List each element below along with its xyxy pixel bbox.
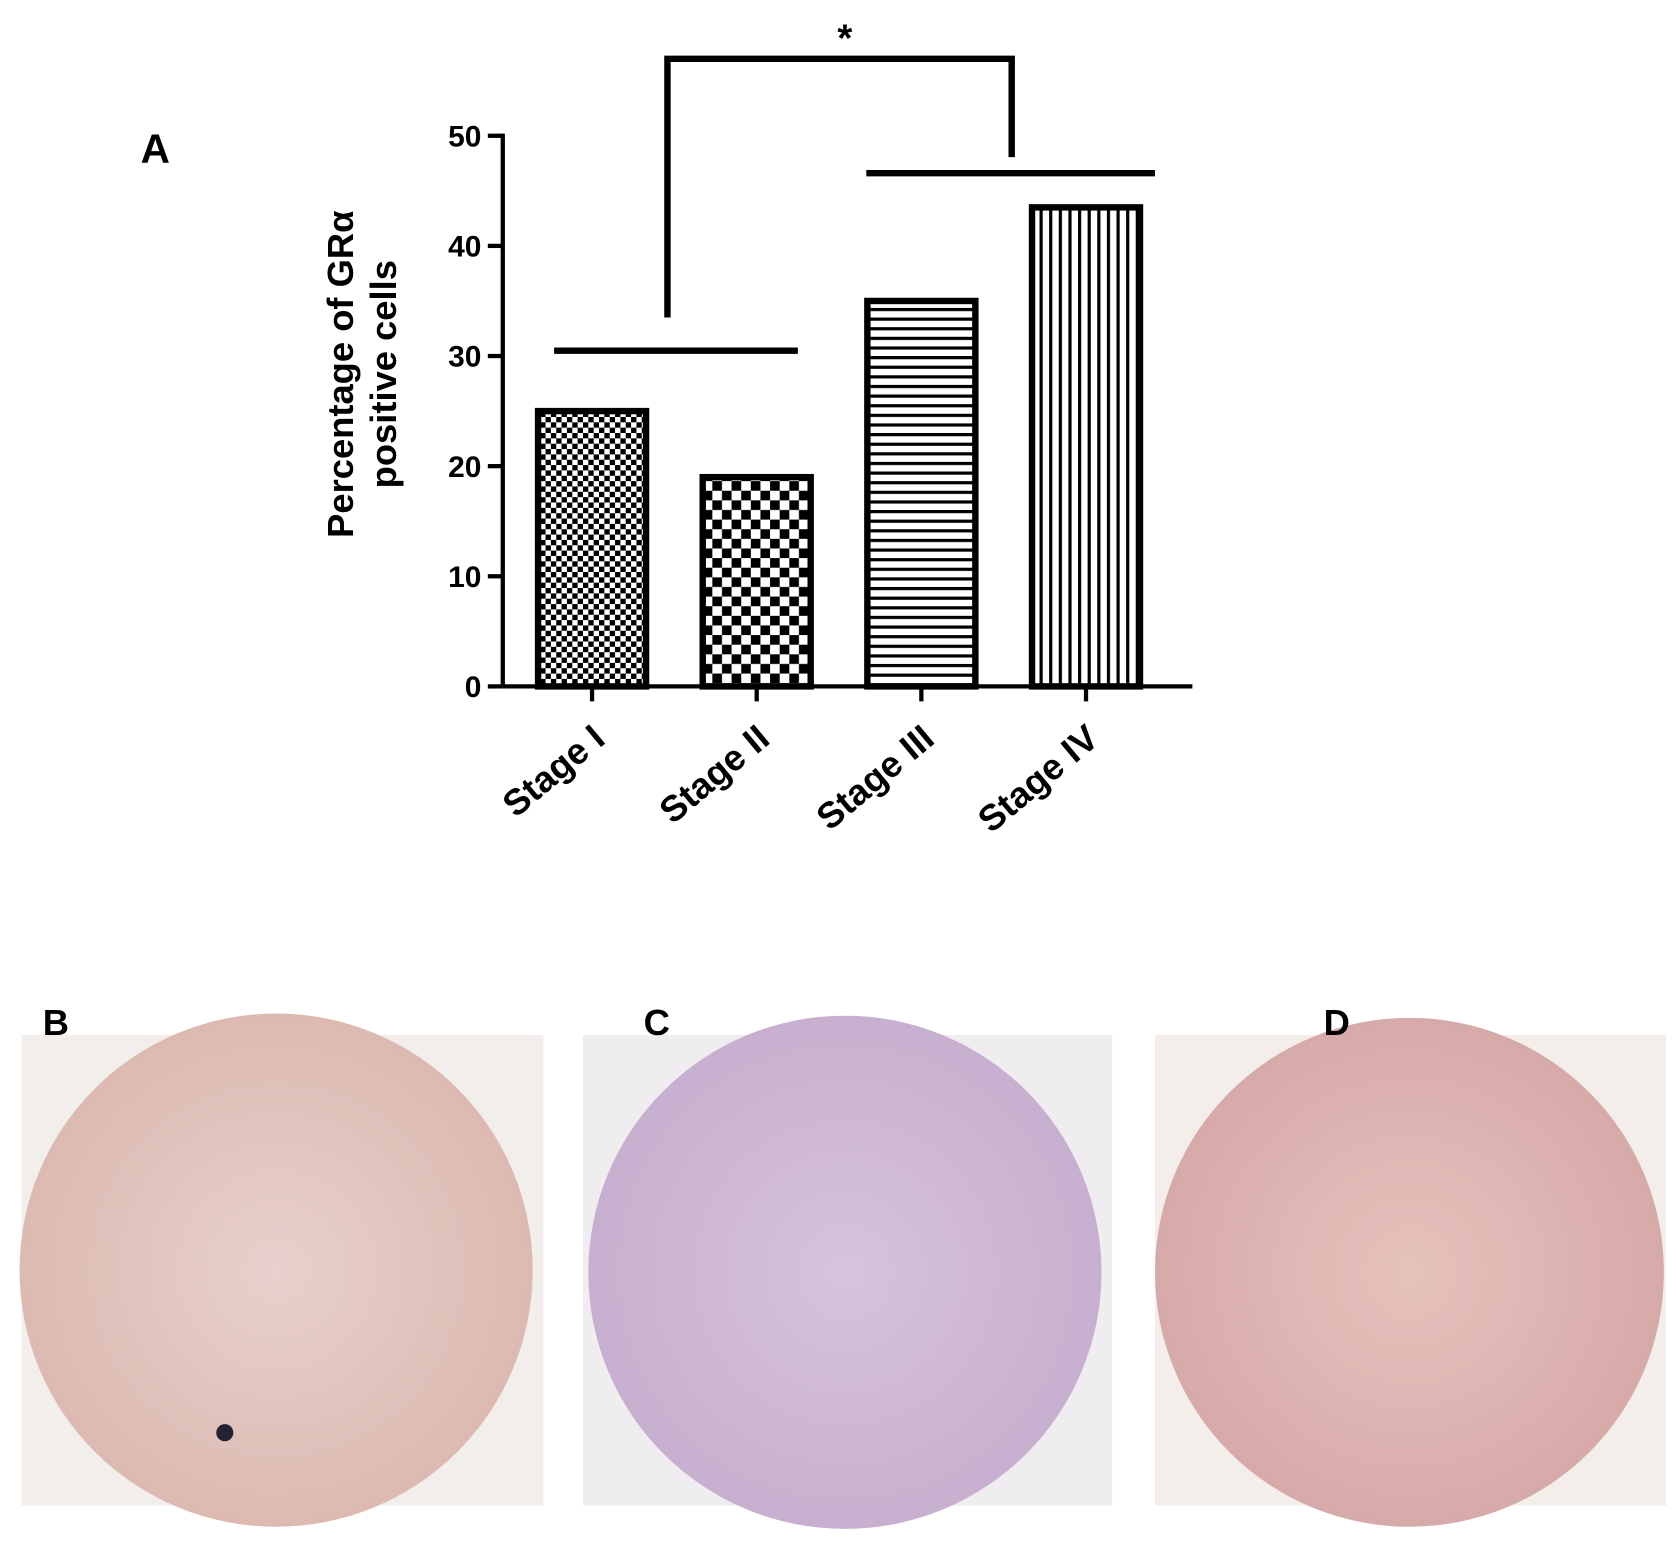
x-tick-label: Stage III xyxy=(808,717,941,838)
bar xyxy=(864,297,979,690)
y-tick-label: 40 xyxy=(448,231,481,264)
tissue-spot xyxy=(216,1424,234,1442)
significance-bracket xyxy=(554,55,1155,354)
bar xyxy=(1028,204,1144,690)
panel-d xyxy=(1154,1017,1667,1527)
panel-c xyxy=(582,1015,1113,1529)
bar xyxy=(699,473,814,690)
x-tick-label: Stage I xyxy=(495,717,613,825)
bar xyxy=(534,407,650,690)
x-tick-label: Stage IV xyxy=(970,717,1106,841)
panel-label: D xyxy=(1324,1002,1350,1043)
panel-label: A xyxy=(141,126,170,172)
y-axis-label: positive cells xyxy=(363,260,404,488)
tissue-core xyxy=(1154,1017,1664,1527)
panel-b xyxy=(19,1013,544,1527)
y-axis-label: Percentage of GRα xyxy=(320,211,361,538)
y-tick-label: 30 xyxy=(448,341,481,374)
tissue-core xyxy=(19,1013,533,1527)
panel-label: C xyxy=(644,1002,670,1043)
significance-star: * xyxy=(837,17,852,60)
x-tick-label: Stage II xyxy=(651,717,776,831)
bracket xyxy=(664,55,1015,318)
y-tick-label: 10 xyxy=(448,561,481,594)
panel-label: B xyxy=(43,1002,69,1043)
y-tick-label: 50 xyxy=(448,120,481,153)
y-tick-label: 0 xyxy=(465,671,482,704)
tissue-core xyxy=(588,1015,1102,1529)
y-tick-label: 20 xyxy=(448,451,481,484)
